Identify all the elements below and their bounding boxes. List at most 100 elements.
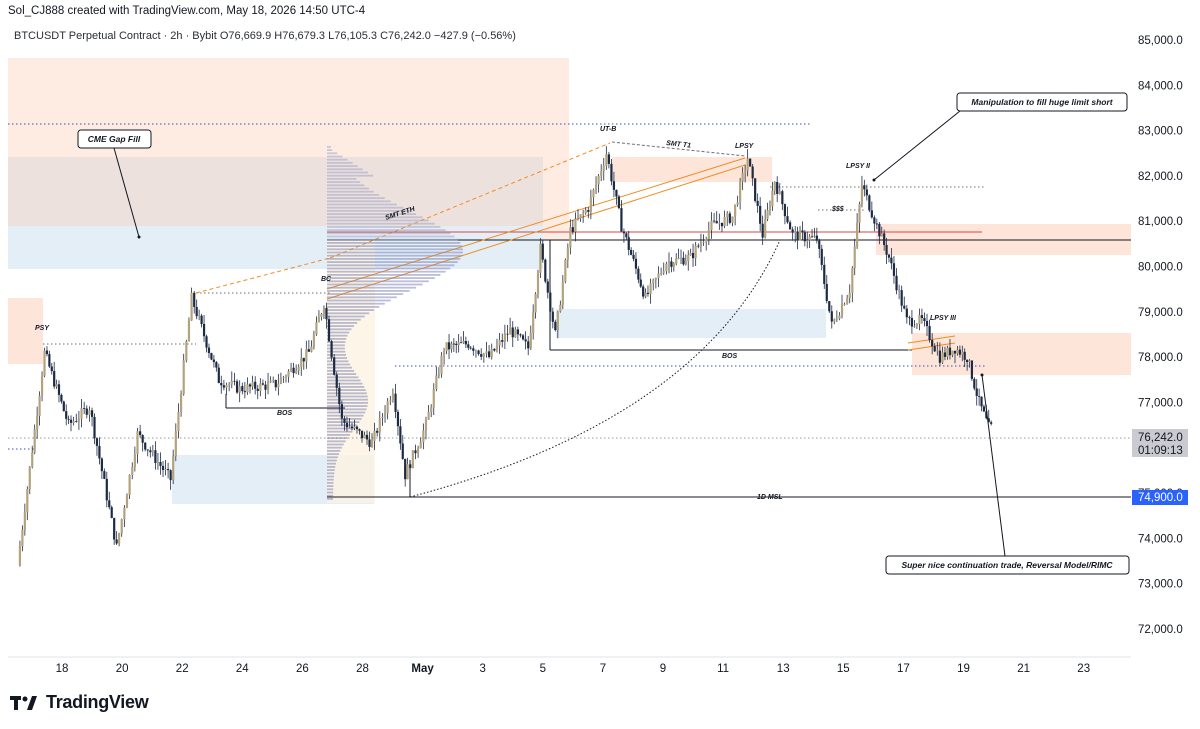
level-price-tag: 74,900.0	[1132, 490, 1188, 505]
candle-body	[389, 400, 392, 402]
candle-body	[691, 252, 695, 259]
candle-body	[632, 254, 635, 259]
time-tick-16: 21	[1017, 663, 1030, 675]
candle-body	[195, 306, 198, 317]
time-tick-1: 20	[116, 663, 129, 675]
candle-body	[28, 466, 31, 490]
volume-profile-bar	[327, 197, 385, 199]
candle-body	[200, 315, 203, 324]
candle-body	[551, 311, 554, 322]
tradingview-brand: TradingView	[46, 692, 149, 712]
candle-body	[305, 349, 308, 362]
volume-profile-bar	[327, 203, 397, 206]
candle-body	[880, 233, 883, 237]
candle-body	[589, 197, 592, 212]
candle-body	[820, 248, 823, 265]
volume-profile-bar	[327, 184, 365, 187]
candle-body	[166, 469, 170, 471]
label-bos-2: BOS	[722, 353, 738, 360]
volume-profile-bar	[327, 312, 370, 315]
volume-profile-bar	[327, 168, 363, 171]
time-tick-8: 5	[540, 663, 546, 675]
tradingview-logo-icon	[10, 695, 37, 710]
candle-body	[113, 517, 116, 540]
label-ut-b: UT-B	[600, 126, 616, 133]
time-axis[interactable]: 18 20 22 24 26 28 May 3 5 7 9 11 13 15 17 19 21 23	[56, 663, 1090, 675]
candle-body	[870, 210, 873, 218]
candle-body	[948, 347, 952, 356]
symbol-title[interactable]: BTCUSDT Perpetual Contract · 2h · Bybit	[14, 30, 217, 42]
candle-body	[350, 426, 354, 429]
candle-body	[654, 278, 657, 280]
candle-body	[905, 308, 908, 318]
candle-body	[477, 350, 480, 355]
candle-body	[238, 386, 241, 393]
candle-body	[576, 218, 580, 220]
candle-body	[559, 304, 562, 312]
candle-body	[345, 422, 349, 428]
volume-profile-bar	[327, 251, 463, 254]
candle-body	[978, 395, 981, 397]
candle-body	[521, 335, 525, 340]
volume-profile-bar	[327, 206, 404, 209]
tradingview-logo[interactable]: TradingView	[10, 692, 149, 713]
price-tick-2: 74,000.0	[1138, 533, 1183, 545]
candle-body	[60, 394, 63, 402]
candle-body	[222, 385, 225, 388]
volume-profile-bar	[327, 462, 336, 465]
candle-body	[442, 350, 446, 356]
time-tick-6: May	[411, 663, 434, 675]
candle-body	[269, 380, 272, 383]
candle-body	[741, 172, 744, 182]
candle-body	[890, 257, 893, 264]
candle-body	[569, 227, 572, 248]
candle-body	[164, 469, 167, 470]
candle-body	[33, 429, 36, 453]
candle-body	[600, 171, 603, 176]
candle-body	[665, 263, 668, 272]
candle-body	[57, 384, 61, 395]
volume-profile-bar	[327, 331, 350, 334]
symbol-legend[interactable]: BTCUSDT Perpetual Contract · 2h · Bybit …	[14, 30, 516, 42]
candle-body	[754, 178, 757, 201]
candle-body	[900, 290, 903, 306]
volume-profile-bar	[327, 379, 361, 382]
candle-body	[120, 519, 123, 534]
candle-body	[452, 343, 455, 345]
candle-body	[430, 407, 433, 413]
candle-body	[254, 381, 257, 389]
candle-body	[45, 350, 49, 355]
candle-body	[18, 546, 22, 566]
volume-profile-bar	[327, 277, 435, 279]
volume-profile-bar	[327, 347, 345, 350]
candle-body	[205, 336, 208, 348]
candle-body	[579, 214, 582, 219]
volume-profile-bar	[327, 322, 358, 324]
volume-profile-bar	[327, 242, 461, 244]
candle-body	[469, 347, 472, 349]
candle-body	[788, 222, 792, 230]
candle-body	[514, 329, 517, 338]
volume-profile-bar	[327, 162, 353, 164]
label-lpsy-iii: LPSY III	[930, 315, 957, 322]
volume-profile-bar	[327, 219, 429, 222]
candle-body	[938, 350, 941, 363]
candle-body	[498, 340, 501, 346]
candle-body	[860, 185, 864, 205]
callout-continuation	[885, 555, 1130, 575]
volume-profile-bar	[327, 306, 380, 308]
candle-body	[868, 195, 871, 211]
candle-body	[373, 430, 376, 441]
time-tick-0: 18	[56, 663, 69, 675]
candle-body	[383, 413, 387, 418]
candle-body	[340, 404, 343, 419]
level-price-value: 74,900.0	[1138, 492, 1183, 504]
price-axis-bg	[1131, 24, 1200, 657]
volume-profile-bar	[327, 328, 352, 331]
volume-profile-bar	[327, 402, 368, 404]
candle-body	[193, 292, 196, 307]
candle-body	[566, 247, 569, 261]
candle-body	[368, 439, 371, 447]
candle-body	[506, 333, 509, 335]
